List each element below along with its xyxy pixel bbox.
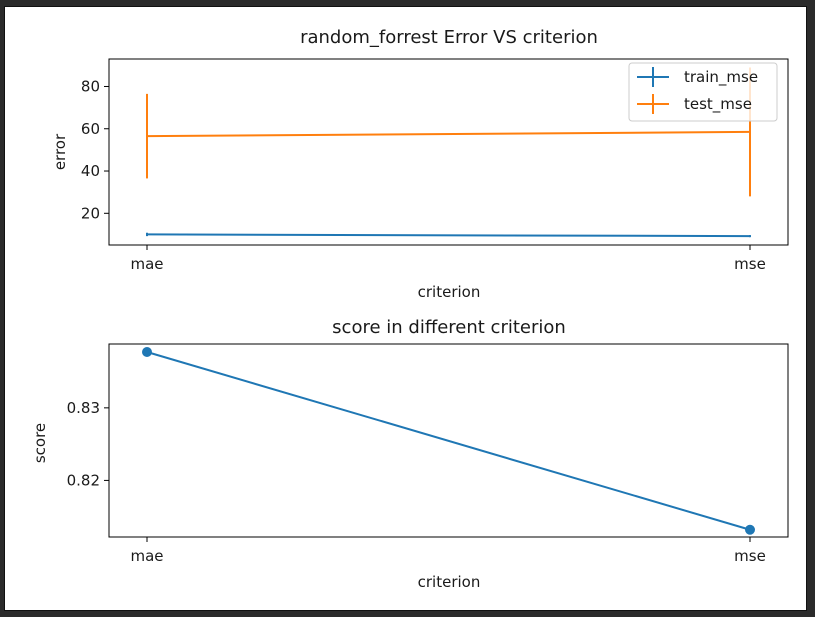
series-line-test-mse — [146, 130, 751, 138]
score-x-tick-label-mae: mae — [130, 547, 163, 565]
error-subplot: random_forrest Error VS criterion criter… — [51, 27, 789, 301]
score-subplot: score in different criterion criterion s… — [31, 317, 789, 591]
score-y-tick-label: 0.83 — [67, 399, 100, 417]
error-x-axis-label: criterion — [418, 283, 481, 301]
error-y-ticks: 20 40 60 80 — [81, 77, 109, 222]
score-plot-area — [108, 343, 789, 538]
error-y-axis-label: error — [51, 133, 69, 170]
error-y-tick-label: 60 — [81, 120, 100, 138]
error-x-ticks: mae mse — [130, 245, 766, 273]
error-plot-area — [108, 58, 789, 246]
score-series — [142, 346, 755, 535]
score-x-ticks: mae mse — [130, 537, 766, 565]
score-y-tick-label: 0.82 — [67, 471, 100, 489]
error-legend: train_mse test_mse — [628, 62, 778, 122]
score-x-axis-label: criterion — [418, 573, 481, 591]
error-y-tick-label: 40 — [81, 162, 100, 180]
legend-label-train-mse: train_mse — [684, 68, 758, 87]
score-y-ticks: 0.82 0.83 — [67, 399, 109, 489]
score-x-tick-label-mse: mse — [734, 547, 766, 565]
error-x-tick-label-mae: mae — [130, 255, 163, 273]
score-y-axis-label: score — [31, 423, 49, 463]
series-line-score — [146, 351, 751, 531]
error-chart-title: random_forrest Error VS criterion — [300, 27, 598, 48]
error-x-tick-label-mse: mse — [734, 255, 766, 273]
figure-canvas: random_forrest Error VS criterion criter… — [4, 6, 807, 611]
data-point-score-mae — [142, 346, 152, 357]
legend-label-test-mse: test_mse — [684, 95, 752, 114]
data-point-score-mse — [745, 524, 755, 535]
error-y-tick-label: 20 — [81, 204, 100, 222]
score-chart-title: score in different criterion — [332, 317, 566, 338]
chart-figure: random_forrest Error VS criterion criter… — [31, 27, 789, 591]
error-y-tick-label: 80 — [81, 77, 100, 95]
series-line-train-mse — [146, 233, 751, 238]
